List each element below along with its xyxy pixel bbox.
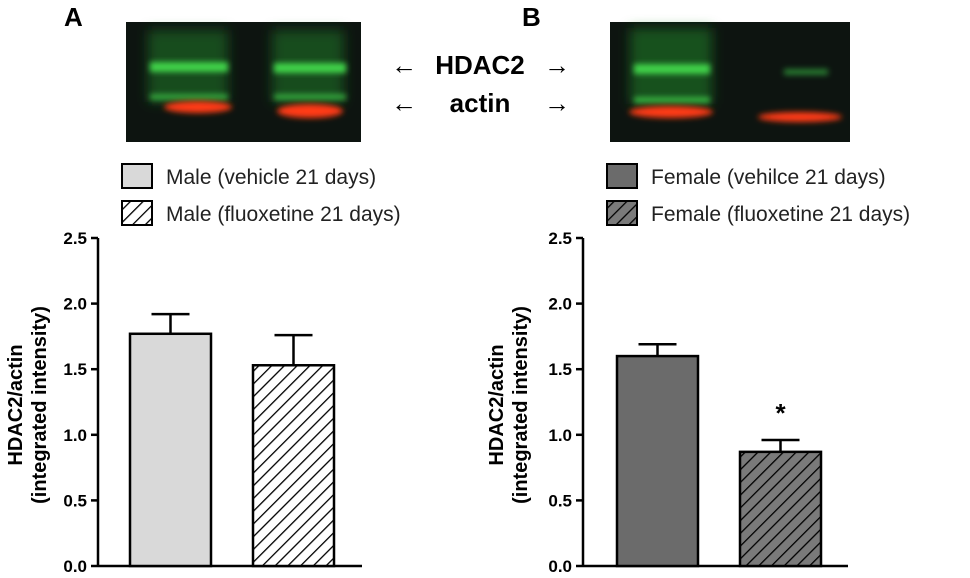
y-tick-label: 2.5 xyxy=(63,229,87,248)
y-axis-title-a-line2: (integrated intensity) xyxy=(29,306,51,504)
legend-label-male-fluoxetine: Male (fluoxetine 21 days) xyxy=(166,203,401,226)
panel-letter-b: B xyxy=(522,2,541,32)
y-tick-label: 0.0 xyxy=(548,557,572,576)
legend-label-female-fluoxetine: Female (fluoxetine 21 days) xyxy=(651,203,910,226)
hdac2-left-arrow-icon: ← xyxy=(391,50,417,80)
y-tick-label: 1.5 xyxy=(548,360,572,379)
legend-swatch-female-vehicle xyxy=(606,163,638,189)
actin-band-label: actin xyxy=(450,88,511,118)
y-axis-title-a-line1: HDAC2/actin xyxy=(5,344,27,465)
bar-chart-female: 0.0 0.5 1.0 1.5 2.0 2.5 * xyxy=(548,229,848,576)
western-blot-female xyxy=(610,22,850,142)
panel-letter-a: A xyxy=(64,2,83,32)
hdac2-band-label: HDAC2 xyxy=(435,50,525,80)
y-tick-label: 2.5 xyxy=(548,229,572,248)
legend-label-male-vehicle: Male (vehicle 21 days) xyxy=(166,166,376,189)
y-tick-label: 1.0 xyxy=(548,426,572,445)
legend-swatch-male-vehicle xyxy=(121,163,153,189)
y-axis-title-b-line1: HDAC2/actin xyxy=(486,344,508,465)
legend-swatch-male-fluoxetine xyxy=(121,200,153,226)
y-tick-label: 2.0 xyxy=(63,295,87,314)
y-tick-label: 0.5 xyxy=(548,491,572,510)
bar-female-fluoxetine xyxy=(738,450,823,568)
hdac2-right-arrow-icon: → xyxy=(544,50,570,80)
actin-right-arrow-icon: → xyxy=(544,88,570,118)
bar-chart-male: 0.0 0.5 1.0 1.5 2.0 2.5 xyxy=(63,229,362,576)
legend-female: Female (vehilce 21 days) Female (fluoxet… xyxy=(606,163,910,226)
bar-male-fluoxetine xyxy=(251,364,336,568)
actin-left-arrow-icon: ← xyxy=(391,88,417,118)
legend-male: Male (vehicle 21 days) Male (fluoxetine … xyxy=(121,163,401,226)
y-tick-label: 0.5 xyxy=(63,491,87,510)
y-tick-label: 2.0 xyxy=(548,295,572,314)
bar-male-vehicle xyxy=(128,332,213,568)
legend-label-female-vehicle: Female (vehilce 21 days) xyxy=(651,166,886,189)
y-tick-label: 1.0 xyxy=(63,426,87,445)
bar-female-vehicle xyxy=(615,354,700,568)
western-blot-male xyxy=(126,22,361,142)
legend-swatch-female-fluoxetine xyxy=(606,200,638,226)
significance-marker: * xyxy=(775,398,786,428)
y-tick-label: 0.0 xyxy=(63,557,87,576)
y-axis-title-b-line2: (integrated intensity) xyxy=(510,306,532,504)
y-tick-label: 1.5 xyxy=(63,360,87,379)
